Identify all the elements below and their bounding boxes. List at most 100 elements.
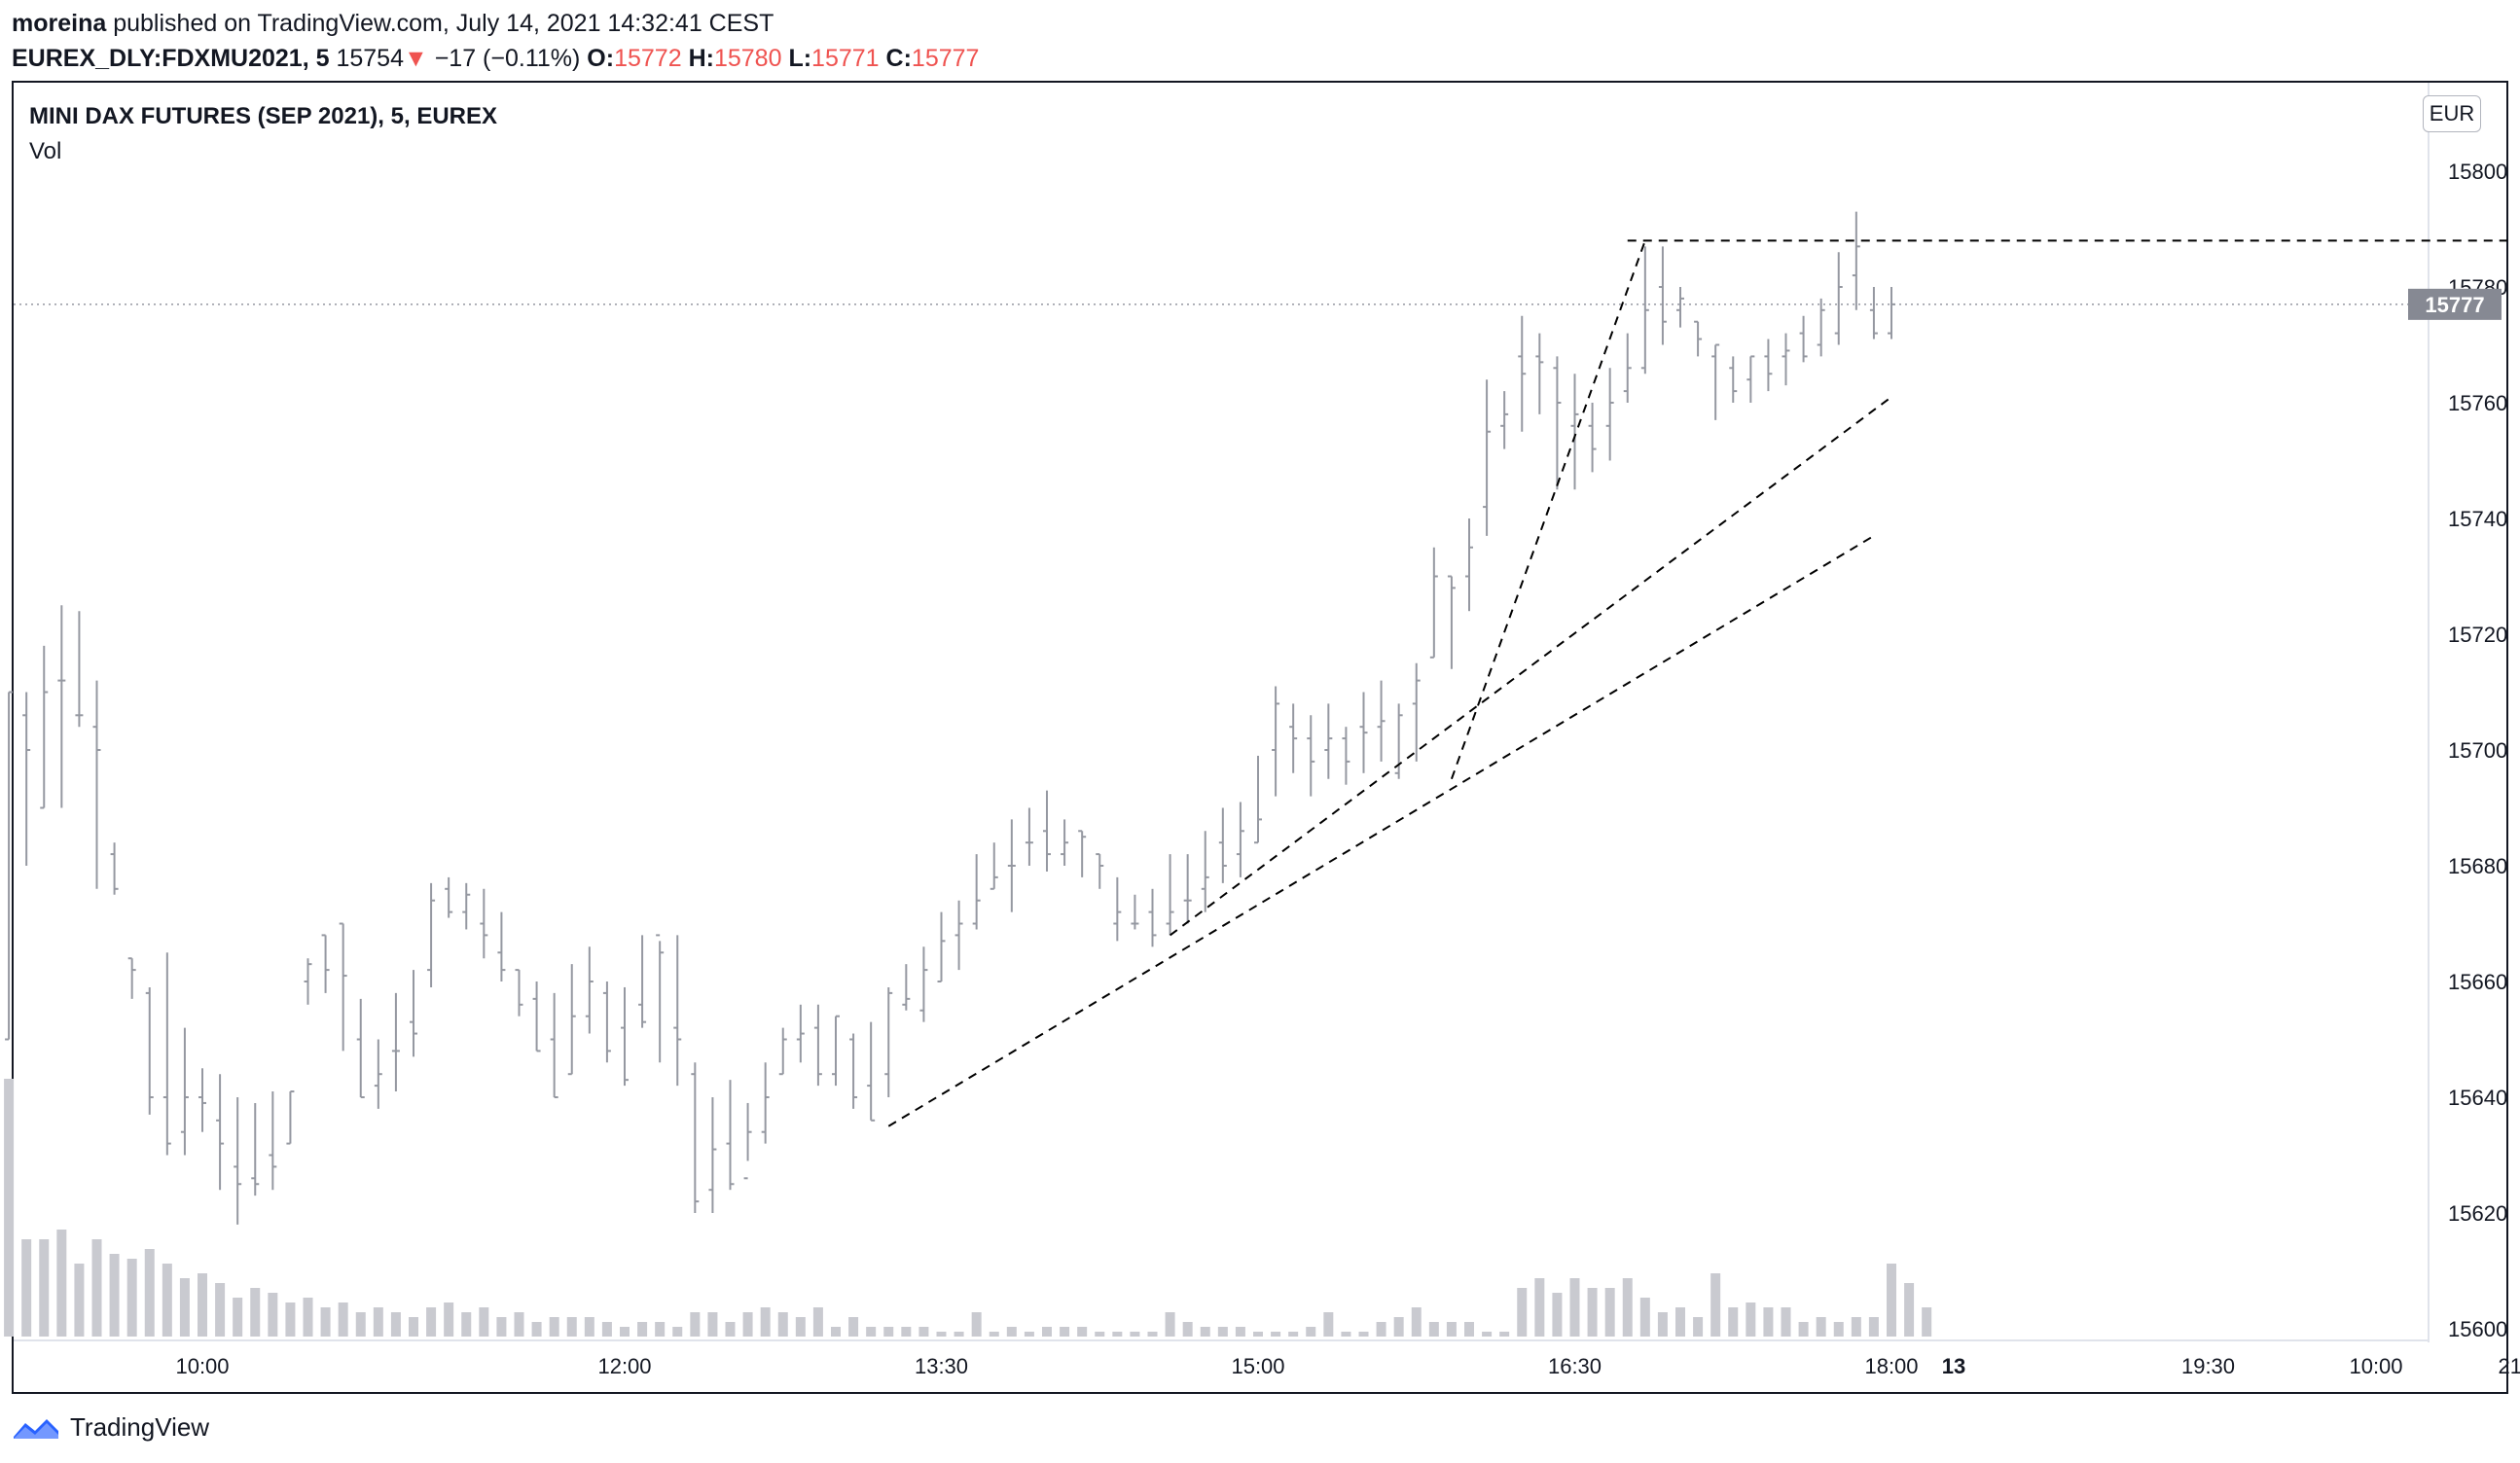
x-tick-label: 18:00 bbox=[1864, 1354, 1918, 1378]
volume-bar bbox=[39, 1239, 50, 1337]
currency-button[interactable]: EUR bbox=[2423, 95, 2481, 132]
x-tick-label: 19:30 bbox=[2181, 1354, 2235, 1378]
volume-bar bbox=[831, 1327, 841, 1337]
volume-bar bbox=[1816, 1317, 1826, 1337]
volume-bar bbox=[373, 1307, 383, 1337]
volume-bar bbox=[1622, 1278, 1633, 1337]
close-label: C: bbox=[885, 45, 912, 72]
volume-bar bbox=[1464, 1322, 1474, 1337]
chart-header: moreina published on TradingView.com, Ju… bbox=[12, 6, 979, 76]
published-info: published on TradingView.com, July 14, 2… bbox=[113, 10, 774, 37]
volume-bar bbox=[1868, 1317, 1879, 1337]
volume-bar bbox=[409, 1317, 418, 1337]
tradingview-logo-icon bbox=[14, 1418, 58, 1439]
volume-bar bbox=[285, 1302, 296, 1337]
volume-bar bbox=[1534, 1278, 1545, 1337]
price-change: −17 (−0.11%) bbox=[434, 45, 581, 72]
volume-bar bbox=[1499, 1332, 1510, 1337]
volume-bar bbox=[1341, 1332, 1351, 1337]
volume-bar bbox=[989, 1332, 999, 1337]
volume-bar bbox=[655, 1322, 666, 1337]
series-title[interactable]: MINI DAX FUTURES (SEP 2021), 5, EUREX bbox=[29, 103, 498, 129]
close-value: 15777 bbox=[911, 45, 980, 72]
last-price-label: 15777 bbox=[2425, 293, 2484, 317]
volume-bar bbox=[1922, 1307, 1932, 1337]
volume-bar bbox=[1393, 1317, 1404, 1337]
volume-bar bbox=[1271, 1332, 1281, 1337]
volume-bar bbox=[1217, 1327, 1228, 1337]
volume-bar bbox=[1147, 1332, 1158, 1337]
volume-bar bbox=[179, 1278, 190, 1337]
volume-bar bbox=[144, 1249, 155, 1337]
volume-bar bbox=[250, 1288, 261, 1337]
volume-bar bbox=[549, 1317, 559, 1337]
volume-bar bbox=[672, 1327, 683, 1337]
volume-bar bbox=[444, 1302, 454, 1337]
volume-bar bbox=[1253, 1332, 1263, 1337]
volume-bar bbox=[1552, 1293, 1563, 1337]
high-label: H: bbox=[688, 45, 714, 72]
volume-bar bbox=[601, 1322, 612, 1337]
volume-bar bbox=[707, 1312, 718, 1337]
tradingview-brand[interactable]: TradingView bbox=[70, 1412, 210, 1442]
volume-bar bbox=[1746, 1302, 1756, 1337]
volume-bar bbox=[1639, 1298, 1650, 1337]
volume-indicator-label[interactable]: Vol bbox=[29, 138, 62, 164]
volume-bar bbox=[1235, 1327, 1245, 1337]
volume-bar bbox=[91, 1239, 102, 1337]
trendline bbox=[887, 534, 1875, 1127]
volume-bar bbox=[514, 1312, 524, 1337]
volume-bar bbox=[1024, 1332, 1034, 1337]
volume-bar bbox=[1781, 1307, 1791, 1337]
volume-bar bbox=[303, 1298, 313, 1337]
volume-bar bbox=[1095, 1332, 1105, 1337]
volume-bar bbox=[725, 1322, 736, 1337]
volume-bar bbox=[620, 1327, 630, 1337]
y-tick-label: 15720 bbox=[2448, 623, 2507, 647]
volume-bar bbox=[198, 1273, 207, 1337]
low-label: L: bbox=[788, 45, 812, 72]
volume-bar bbox=[215, 1283, 226, 1337]
publisher-name[interactable]: moreina bbox=[12, 10, 107, 37]
volume-bar bbox=[496, 1317, 507, 1337]
y-tick-label: 15800 bbox=[2448, 160, 2507, 184]
low-value: 15771 bbox=[811, 45, 880, 72]
trendline bbox=[1450, 240, 1646, 780]
volume-bar bbox=[1728, 1307, 1739, 1337]
volume-bar bbox=[1693, 1317, 1704, 1337]
symbol-label: EUREX_DLY:FDXMU2021, 5 bbox=[12, 45, 330, 72]
volume-bar bbox=[1587, 1288, 1598, 1337]
volume-bar bbox=[1798, 1322, 1809, 1337]
volume-bar bbox=[74, 1264, 85, 1337]
volume-bar bbox=[162, 1264, 172, 1337]
last-price: 15754 bbox=[336, 45, 404, 72]
volume-bar bbox=[531, 1322, 542, 1337]
x-tick-label: 10:00 bbox=[2349, 1354, 2402, 1378]
y-tick-label: 15640 bbox=[2448, 1086, 2507, 1110]
volume-bar bbox=[1833, 1322, 1844, 1337]
volume-bar bbox=[866, 1327, 877, 1337]
volume-bar bbox=[901, 1327, 912, 1337]
chart-legend: MINI DAX FUTURES (SEP 2021), 5, EUREX Vo… bbox=[29, 99, 497, 169]
volume-bar bbox=[338, 1302, 348, 1337]
volume-bar bbox=[1604, 1288, 1615, 1337]
volume-bar bbox=[1358, 1332, 1369, 1337]
volume-bar bbox=[742, 1312, 753, 1337]
volume-bar bbox=[883, 1327, 894, 1337]
volume-bar bbox=[954, 1332, 964, 1337]
y-tick-label: 15700 bbox=[2448, 738, 2507, 763]
volume-bar bbox=[1657, 1312, 1668, 1337]
volume-bar bbox=[777, 1312, 788, 1337]
down-arrow-icon: ▼ bbox=[404, 45, 428, 72]
y-tick-label: 15760 bbox=[2448, 391, 2507, 415]
volume-bar bbox=[936, 1332, 947, 1337]
x-tick-label: 13 bbox=[1942, 1354, 1965, 1378]
volume-bar bbox=[4, 1079, 15, 1337]
volume-bar bbox=[584, 1317, 594, 1337]
trendline bbox=[1169, 396, 1892, 937]
volume-bar bbox=[1851, 1317, 1861, 1337]
volume-bar bbox=[56, 1230, 67, 1337]
volume-bar bbox=[268, 1293, 278, 1337]
volume-bar bbox=[1569, 1278, 1580, 1337]
